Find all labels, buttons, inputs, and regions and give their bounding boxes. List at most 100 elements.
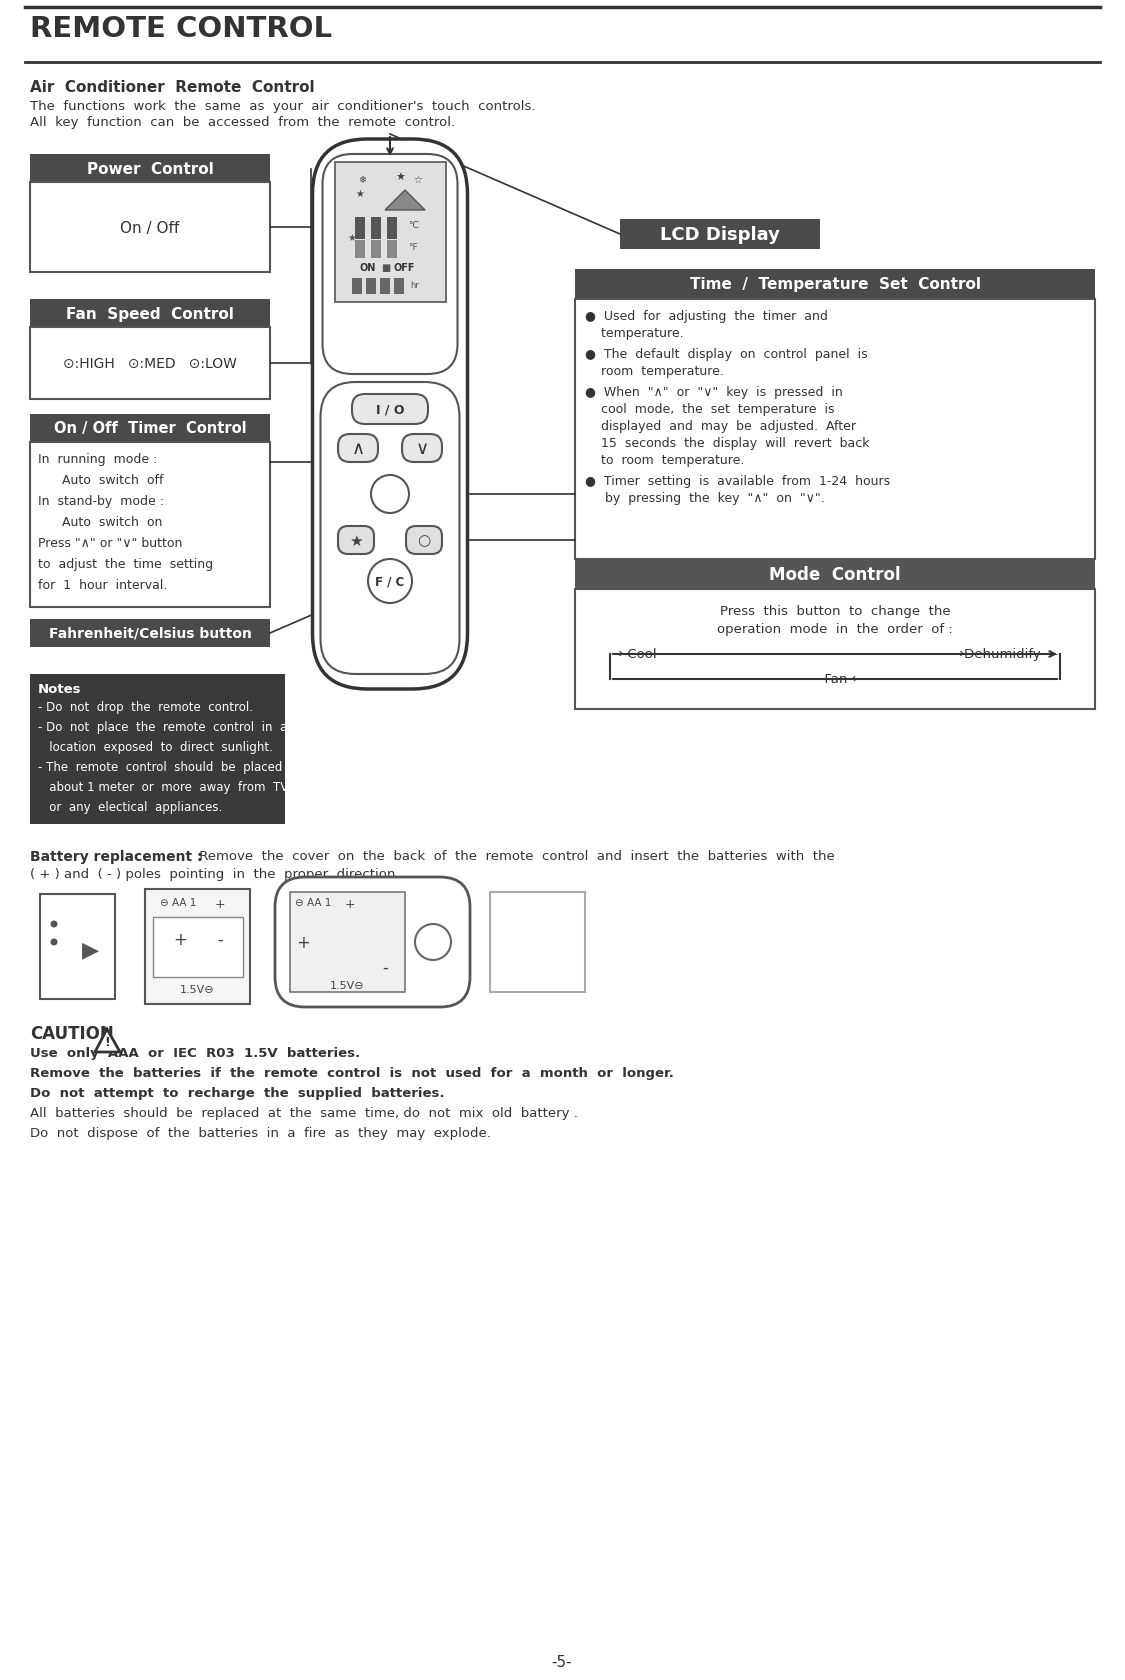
Text: -: - [382,958,388,976]
Bar [290,892,405,993]
Text: Power  Control: Power Control [87,161,214,176]
Text: ❄: ❄ [358,175,366,185]
FancyBboxPatch shape [321,383,459,675]
Bar [371,218,381,240]
Text: operation  mode  in  the  order  of :: operation mode in the order of : [717,623,953,635]
Bar [30,415,270,444]
Text: by  pressing  the  key  "∧"  on  "∨".: by pressing the key "∧" on "∨". [585,492,825,504]
Text: hr: hr [410,281,418,291]
Text: ON: ON [360,262,376,272]
Bar [30,620,270,647]
Text: I / O: I / O [376,403,404,417]
Text: Press  this  button  to  change  the: Press this button to change the [720,605,951,618]
Text: ☆: ☆ [414,175,422,185]
FancyBboxPatch shape [402,435,442,462]
Text: ⊖ AA 1: ⊖ AA 1 [295,897,332,907]
Text: ○: ○ [417,533,431,548]
Bar [356,218,364,240]
Text: -5-: -5- [551,1655,573,1668]
Text: ∧: ∧ [351,440,364,457]
Text: Remove  the  cover  on  the  back  of  the  remote  control  and  insert  the  b: Remove the cover on the back of the remo… [195,850,835,862]
Circle shape [51,939,57,946]
Bar [575,299,1095,559]
Text: ★: ★ [395,173,405,183]
Text: Fan  Speed  Control: Fan Speed Control [66,306,234,321]
Text: Air  Conditioner  Remote  Control: Air Conditioner Remote Control [30,81,315,96]
FancyBboxPatch shape [352,395,428,425]
Bar [575,590,1095,709]
Text: LCD Display: LCD Display [660,225,780,244]
Text: ▶: ▶ [81,939,99,959]
Text: → Cool: → Cool [612,648,657,662]
Bar [366,279,376,294]
Bar [380,279,390,294]
Bar [30,155,270,183]
Text: +: + [296,934,310,951]
Text: Do  not  attempt  to  recharge  the  supplied  batteries.: Do not attempt to recharge the supplied … [30,1087,444,1099]
Text: — Fan ←: — Fan ← [807,674,863,685]
Text: about 1 meter  or  more  away  from  TV,: about 1 meter or more away from TV, [38,781,292,793]
Text: ⊖ AA 1: ⊖ AA 1 [160,897,197,907]
Bar [575,559,1095,590]
Text: Do  not  dispose  of  the  batteries  in  a  fire  as  they  may  explode.: Do not dispose of the batteries in a fir… [30,1126,490,1139]
Bar [387,240,397,259]
Text: Remove  the  batteries  if  the  remote  control  is  not  used  for  a  month  : Remove the batteries if the remote contr… [30,1067,674,1079]
Text: OFF: OFF [394,262,415,272]
Text: ●  The  default  display  on  control  panel  is: ● The default display on control panel i… [585,348,867,361]
Text: cool  mode,  the  set  temperature  is: cool mode, the set temperature is [585,403,835,415]
Text: room  temperature.: room temperature. [585,365,723,378]
Text: 1.5V⊖: 1.5V⊖ [330,981,364,991]
Text: Fahrenheit/Celsius button: Fahrenheit/Celsius button [48,627,252,640]
Text: Notes: Notes [38,682,81,696]
Text: to  adjust  the  time  setting: to adjust the time setting [38,558,213,571]
Text: ★: ★ [356,188,364,198]
Text: to  room  temperature.: to room temperature. [585,454,745,467]
Text: Auto  switch  on: Auto switch on [38,516,162,529]
Bar [387,218,397,240]
Text: Battery replacement :: Battery replacement : [30,850,202,864]
Bar [334,163,446,302]
Circle shape [368,559,412,603]
Text: F / C: F / C [376,575,405,588]
Text: 1.5V⊖: 1.5V⊖ [180,984,214,995]
Text: ( + ) and  ( - ) poles  pointing  in  the  proper  direction.: ( + ) and ( - ) poles pointing in the pr… [30,867,399,880]
Bar [30,675,285,825]
Bar [30,183,270,272]
Bar [40,894,115,1000]
Text: - Do  not  drop  the  remote  control.: - Do not drop the remote control. [38,701,253,714]
Bar [352,279,362,294]
Bar [145,889,250,1005]
Text: ★: ★ [348,234,357,244]
Bar [490,892,585,993]
Text: REMOTE CONTROL: REMOTE CONTROL [30,15,332,44]
Text: - The  remote  control  should  be  placed: - The remote control should be placed [38,761,282,773]
Bar [30,328,270,400]
Bar [30,299,270,328]
Text: In  stand-by  mode :: In stand-by mode : [38,494,164,507]
Bar [153,917,243,978]
Text: Press "∧" or "∨" button: Press "∧" or "∨" button [38,536,182,549]
Text: !: ! [105,1037,110,1048]
Circle shape [51,921,57,927]
Text: +: + [215,897,225,911]
Text: ∨: ∨ [415,440,429,457]
Text: for  1  hour  interval.: for 1 hour interval. [38,578,168,591]
FancyBboxPatch shape [338,435,378,462]
Text: CAUTION: CAUTION [30,1025,114,1042]
Text: ●  Used  for  adjusting  the  timer  and: ● Used for adjusting the timer and [585,309,828,323]
Text: +: + [344,897,356,911]
Text: 15  seconds  the  display  will  revert  back: 15 seconds the display will revert back [585,437,870,450]
Bar [620,220,820,250]
Text: °C: °C [408,220,418,230]
Text: or  any  electical  appliances.: or any electical appliances. [38,801,223,813]
Text: ■: ■ [381,262,390,272]
Text: Use  only  AAA  or  IEC  R03  1.5V  batteries.: Use only AAA or IEC R03 1.5V batteries. [30,1047,360,1060]
Text: location  exposed  to  direct  sunlight.: location exposed to direct sunlight. [38,741,273,754]
Bar [394,279,404,294]
Text: -: - [217,931,223,949]
Bar [30,444,270,608]
FancyBboxPatch shape [313,139,468,689]
Text: ★: ★ [349,533,362,548]
Text: →Dehumidify —: →Dehumidify — [953,648,1058,662]
Text: ⊙:HIGH   ⊙:MED   ⊙:LOW: ⊙:HIGH ⊙:MED ⊙:LOW [63,356,237,371]
